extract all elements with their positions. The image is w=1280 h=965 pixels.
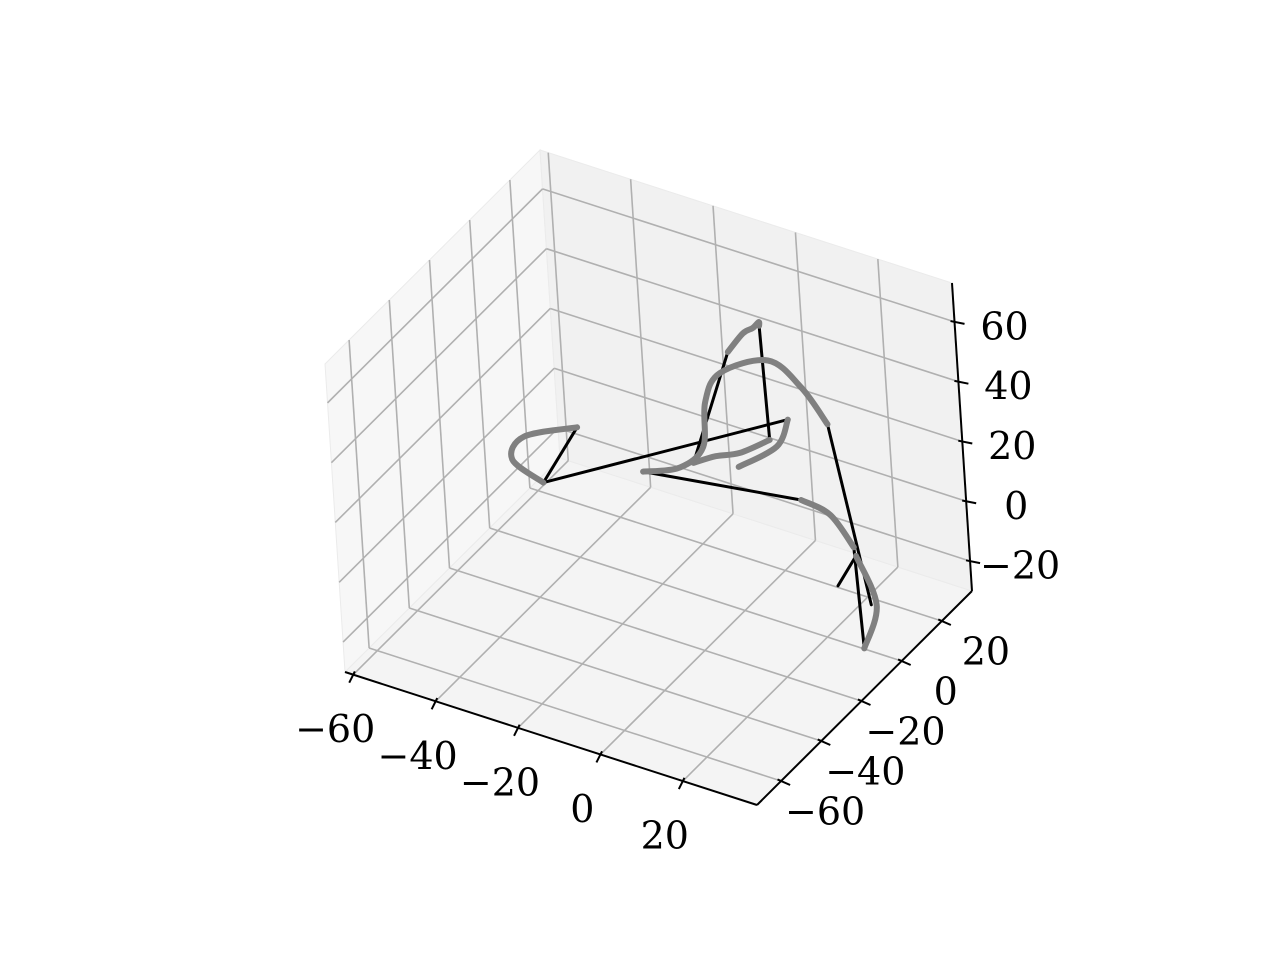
grid-line-z-backwall — [553, 367, 967, 503]
y-tick-mark — [817, 738, 831, 746]
z-tick-mark — [965, 559, 981, 565]
axis-panes — [324, 148, 973, 806]
y-tick-mark — [897, 658, 912, 666]
curve-segment-thin — [541, 418, 790, 485]
x-tick-mark — [513, 724, 521, 737]
grid-line-x-floor — [599, 539, 817, 756]
grid-line-x-floor — [352, 460, 569, 676]
curve-segment-thick — [798, 497, 857, 551]
z-tick-mark — [950, 320, 965, 325]
grid-line-z-backwall — [546, 247, 959, 383]
grid-line-z-backwall — [542, 188, 955, 323]
curve-segment-thin — [641, 470, 803, 502]
y-tick-label: 20 — [962, 630, 1010, 674]
z-tick-label: −20 — [980, 544, 1060, 588]
z-tick-mark — [961, 499, 977, 505]
curve-segment-thick — [690, 436, 773, 466]
data-curves — [508, 319, 880, 652]
z-tick-label: 20 — [988, 424, 1036, 468]
grid-line-x-floor — [435, 486, 652, 702]
y-tick-mark — [857, 698, 871, 706]
grid-line-z-backwall — [550, 307, 963, 443]
y-tick-mark — [937, 618, 952, 626]
grid-line-x-floor — [682, 566, 899, 782]
z-tick-mark — [954, 379, 969, 385]
x-tick-label: −40 — [377, 734, 457, 778]
x-tick-label: −20 — [460, 760, 540, 804]
grid-line-y-floor — [489, 527, 902, 662]
grid-line-z-leftwall — [334, 307, 551, 524]
curve-segment-thick — [853, 552, 880, 652]
y-tick-label: 0 — [934, 670, 958, 714]
grid-line-y-leftwall — [388, 299, 411, 609]
z-tick-label: 0 — [1004, 484, 1028, 528]
grid-line-y-leftwall — [468, 219, 491, 529]
grid-line-x-backwall — [629, 179, 652, 488]
tick-marks — [348, 320, 981, 790]
x-tick-label: 20 — [641, 814, 689, 858]
x-tick-label: −60 — [295, 707, 375, 751]
grid-line-y-floor — [368, 647, 782, 782]
grid-line-z-leftwall — [342, 427, 559, 643]
curve-segment-thick — [640, 357, 831, 475]
curve-segment-thick — [508, 424, 581, 486]
grid-line-y-leftwall — [428, 259, 451, 569]
grid-line-z-leftwall — [330, 248, 547, 464]
x-tick-mark — [430, 697, 439, 710]
x-tick-mark — [677, 777, 686, 790]
grid-line-x-backwall — [547, 152, 570, 461]
curve-segment-thin — [757, 324, 772, 442]
curve-segment-thick — [724, 319, 763, 355]
y-tick-mark — [777, 778, 791, 786]
grid-line-x-backwall — [794, 232, 817, 541]
grid-line-x-backwall — [877, 259, 899, 568]
x-axis-line — [344, 671, 758, 806]
grid-line-x-floor — [517, 513, 734, 729]
y-tick-label: −20 — [865, 710, 945, 754]
z-tick-label: 40 — [984, 364, 1032, 408]
grid-line-y-floor — [409, 607, 822, 742]
curve-segment-thin — [852, 545, 866, 650]
z-tick-label: 60 — [980, 304, 1028, 348]
y-tick-label: −40 — [825, 750, 905, 794]
x-tick-mark — [348, 671, 356, 684]
y-tick-label: −60 — [785, 790, 865, 834]
curve-segment-thick — [735, 416, 791, 470]
grid-line-z-leftwall — [338, 367, 555, 583]
x-tick-mark — [595, 750, 603, 763]
grid-line-y-leftwall — [348, 339, 370, 649]
z-axis-line — [951, 282, 973, 592]
axis-lines — [344, 282, 973, 806]
z-tick-mark — [958, 439, 973, 445]
x-tick-label: 0 — [570, 787, 594, 831]
y-axis-line — [756, 590, 973, 806]
curve-segment-thin — [541, 425, 579, 485]
grid-line-z-leftwall — [326, 188, 544, 404]
curve-segment-thin — [836, 554, 858, 588]
grid-line-x-backwall — [712, 205, 734, 514]
grid-line-y-floor — [449, 567, 862, 702]
